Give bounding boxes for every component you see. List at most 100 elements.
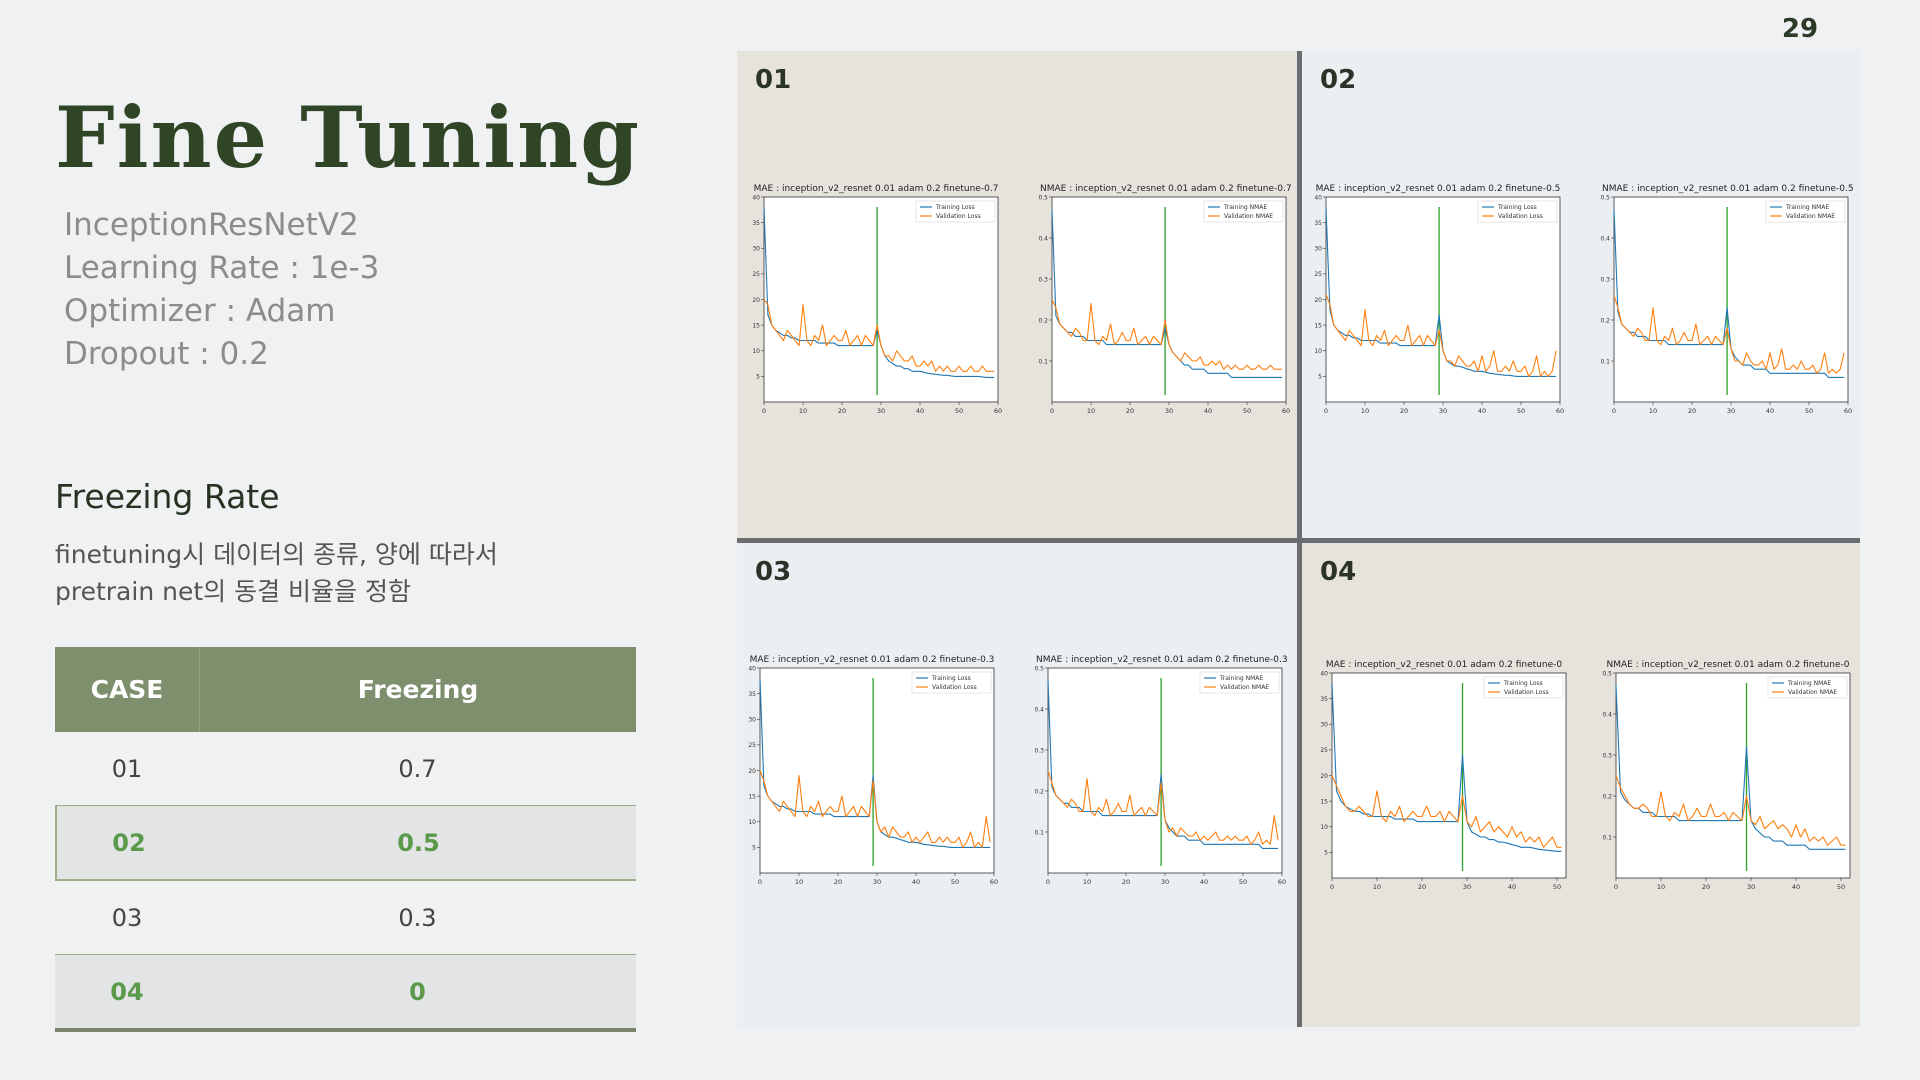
y-tick-label: 5 xyxy=(1324,850,1328,857)
param-model: InceptionResNetV2 xyxy=(64,207,359,243)
y-tick-label: 10 xyxy=(752,348,760,355)
y-tick-label: 40 xyxy=(748,665,756,672)
chart-svg: 0 10 20 30 40 50 0.1 0.2 0.3 0.4 0.5 Training NMAE V… xyxy=(1602,670,1851,891)
description-line-2: pretrain net의 동결 비율을 정함 xyxy=(55,577,411,606)
y-tick-label: 0.2 xyxy=(1038,317,1048,324)
y-tick-label: 40 xyxy=(1320,670,1328,677)
y-tick-label: 30 xyxy=(1320,722,1328,729)
cell-freezing: 0.3 xyxy=(398,903,437,932)
y-tick-label: 35 xyxy=(1314,220,1322,227)
x-tick-label: 60 xyxy=(1556,407,1564,415)
legend-label: Training NMAE xyxy=(1223,204,1267,211)
table-row: 01 0.7 xyxy=(55,732,636,805)
legend-box xyxy=(1765,200,1846,223)
plot-area xyxy=(759,667,995,874)
x-tick-label: 10 xyxy=(1373,883,1381,891)
chart-nmae-finetune-0: NMAE : inception_v2_resnet 0.01 adam 0.2… xyxy=(1602,660,1852,908)
x-tick-label: 40 xyxy=(1792,883,1800,891)
x-tick-label: 10 xyxy=(799,407,807,415)
y-tick-label: 25 xyxy=(1314,271,1322,278)
validation-series-line xyxy=(759,770,991,848)
y-tick-label: 30 xyxy=(752,246,760,253)
validation-series-line xyxy=(1613,295,1845,374)
y-tick-label: 0.1 xyxy=(1034,829,1044,836)
x-tick-label: 50 xyxy=(1553,883,1561,891)
y-tick-label: 10 xyxy=(1320,824,1328,831)
chart-title: MAE : inception_v2_resnet 0.01 adam 0.2 … xyxy=(753,184,999,194)
legend-label: Validation NMAE xyxy=(1786,213,1835,220)
y-tick-label: 25 xyxy=(1320,747,1328,754)
y-tick-label: 15 xyxy=(752,322,760,329)
legend-label: Validation Loss xyxy=(1498,213,1543,220)
y-tick-label: 0.2 xyxy=(1034,788,1044,795)
training-series-line xyxy=(1613,209,1845,378)
chart-mae-finetune-0.5: MAE : inception_v2_resnet 0.01 adam 0.2 … xyxy=(1314,184,1564,432)
quadrant-label: 01 xyxy=(755,65,792,95)
x-tick-label: 50 xyxy=(1239,878,1247,886)
y-tick-label: 15 xyxy=(1314,322,1322,329)
x-tick-label: 60 xyxy=(1282,407,1290,415)
chart-title: NMAE : inception_v2_resnet 0.01 adam 0.2… xyxy=(1606,660,1850,670)
x-tick-label: 0 xyxy=(762,407,766,415)
chart-mae-finetune-0.3: MAE : inception_v2_resnet 0.01 adam 0.2 … xyxy=(748,655,998,903)
y-tick-label: 0.4 xyxy=(1038,235,1048,242)
chart-svg: 0 10 20 30 40 50 60 5 10 15 20 25 30 35 40 Training Los… xyxy=(752,194,1002,415)
chart-title: MAE : inception_v2_resnet 0.01 adam 0.2 … xyxy=(1315,184,1561,194)
x-tick-label: 10 xyxy=(1649,407,1657,415)
x-tick-label: 20 xyxy=(1702,883,1710,891)
chart-svg: 0 10 20 30 40 50 60 0.1 0.2 0.3 0.4 0.5 Training NMA… xyxy=(1038,194,1290,415)
validation-series-line xyxy=(1051,299,1283,370)
quadrant-label: 03 xyxy=(755,557,792,587)
y-tick-label: 20 xyxy=(1314,297,1322,304)
y-tick-label: 0.2 xyxy=(1602,793,1612,800)
x-tick-label: 50 xyxy=(1243,407,1251,415)
chart-title: NMAE : inception_v2_resnet 0.01 adam 0.2… xyxy=(1040,184,1292,194)
param-optimizer: Optimizer : Adam xyxy=(64,293,336,329)
legend-box xyxy=(1483,676,1564,699)
legend-box xyxy=(911,671,992,694)
horizontal-divider xyxy=(737,538,1860,543)
training-series-line xyxy=(1615,685,1846,850)
cell-case: 04 xyxy=(110,977,144,1006)
page-number: 29 xyxy=(1781,14,1819,44)
legend-label: Training NMAE xyxy=(1785,204,1829,211)
chart-nmae-finetune-0.5: NMAE : inception_v2_resnet 0.01 adam 0.2… xyxy=(1600,184,1853,432)
y-tick-label: 30 xyxy=(748,717,756,724)
chart-title: NMAE : inception_v2_resnet 0.01 adam 0.2… xyxy=(1036,655,1288,665)
y-tick-label: 0.1 xyxy=(1600,358,1610,365)
param-dropout: Dropout : 0.2 xyxy=(64,336,269,372)
cell-freezing: 0.7 xyxy=(398,754,437,783)
y-tick-label: 15 xyxy=(748,793,756,800)
x-tick-label: 20 xyxy=(1126,407,1134,415)
x-tick-label: 0 xyxy=(758,878,762,886)
header-case: CASE xyxy=(55,647,200,732)
table-row: 03 0.3 xyxy=(55,881,636,954)
y-tick-label: 0.4 xyxy=(1602,711,1612,718)
legend-label: Validation NMAE xyxy=(1224,213,1273,220)
x-tick-label: 10 xyxy=(1657,883,1665,891)
plot-area xyxy=(1051,196,1287,403)
y-tick-label: 0.3 xyxy=(1600,276,1610,283)
y-tick-label: 0.5 xyxy=(1034,665,1044,672)
freezing-rate-description: finetuning시 데이터의 종류, 양에 따라서 pretrain net… xyxy=(55,536,498,610)
x-tick-label: 40 xyxy=(1766,407,1774,415)
validation-series-line xyxy=(1325,294,1557,377)
legend-label: Validation Loss xyxy=(1504,689,1549,696)
chart-svg: 0 10 20 30 40 50 60 5 10 15 20 25 30 35 40 Training Los… xyxy=(1314,194,1564,415)
x-tick-label: 50 xyxy=(955,407,963,415)
x-tick-label: 30 xyxy=(877,407,885,415)
chart-nmae-finetune-0.3: NMAE : inception_v2_resnet 0.01 adam 0.2… xyxy=(1034,655,1288,903)
y-tick-label: 20 xyxy=(1320,773,1328,780)
chart-svg: 0 10 20 30 40 50 5 10 15 20 25 30 35 40 Training Loss V… xyxy=(1320,670,1567,891)
x-tick-label: 50 xyxy=(1837,883,1845,891)
chart-title: MAE : inception_v2_resnet 0.01 adam 0.2 … xyxy=(749,655,995,665)
x-tick-label: 30 xyxy=(1727,407,1735,415)
x-tick-label: 0 xyxy=(1046,878,1050,886)
y-tick-label: 0.1 xyxy=(1602,834,1612,841)
x-tick-label: 10 xyxy=(795,878,803,886)
legend-box xyxy=(915,200,996,223)
x-tick-label: 40 xyxy=(912,878,920,886)
x-tick-label: 30 xyxy=(1747,883,1755,891)
x-tick-label: 10 xyxy=(1361,407,1369,415)
x-tick-label: 50 xyxy=(1805,407,1813,415)
